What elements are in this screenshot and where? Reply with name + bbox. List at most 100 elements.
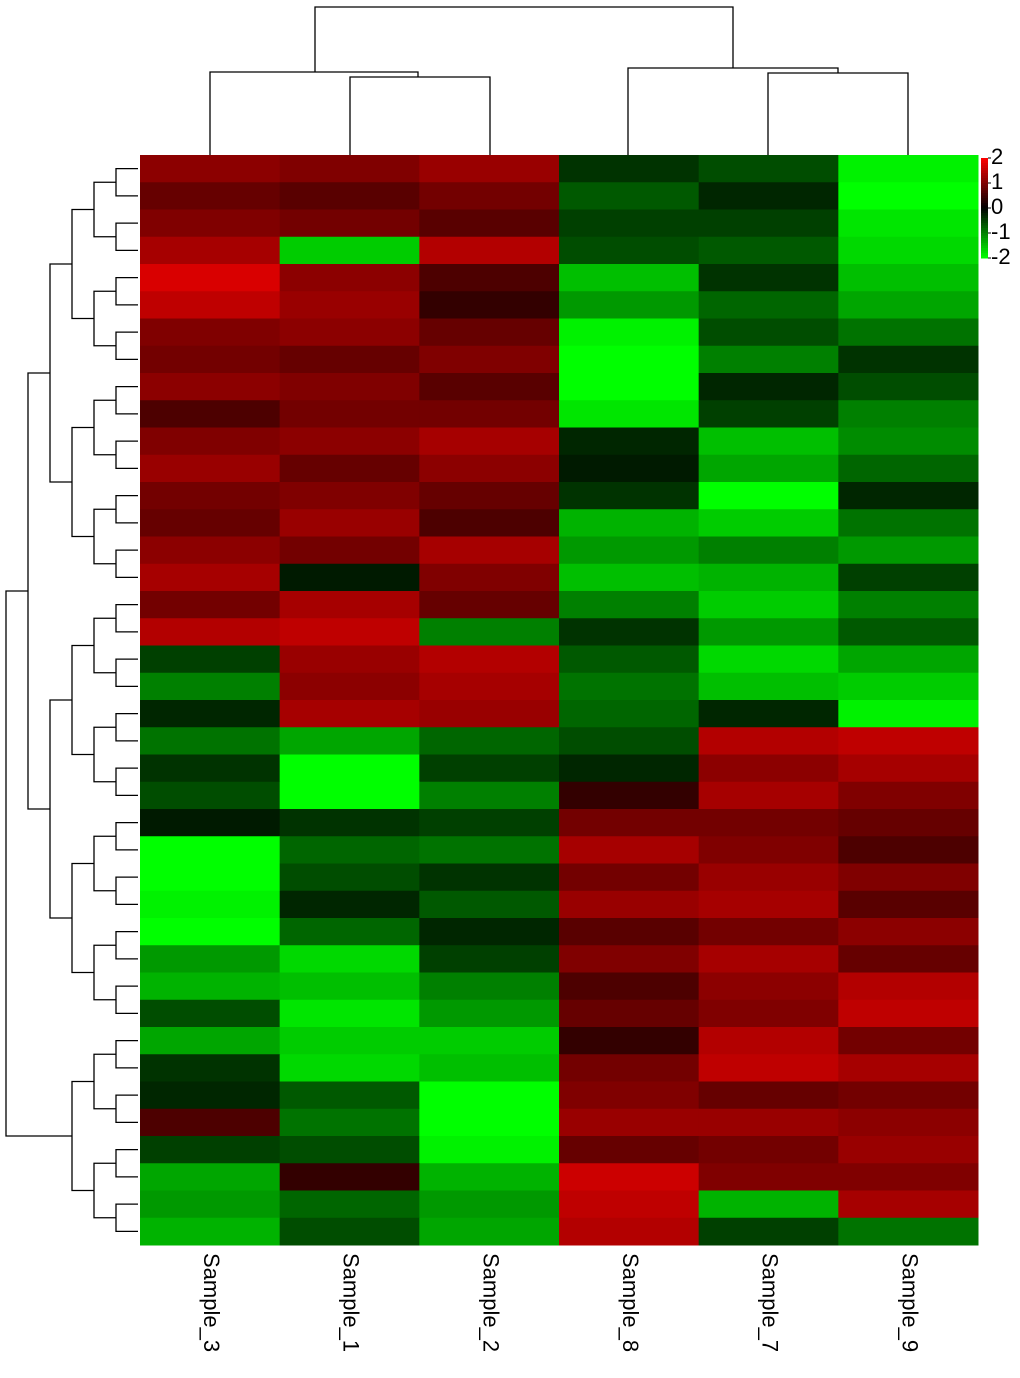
heatmap-cell bbox=[140, 781, 281, 810]
colorbar-tick-label: 0 bbox=[991, 194, 1003, 219]
heatmap-cell bbox=[140, 454, 281, 483]
colorbar-tick-label: 2 bbox=[991, 144, 1003, 169]
heatmap-cell bbox=[698, 264, 839, 292]
dendrogram-branch bbox=[115, 712, 138, 742]
dendrogram-branch bbox=[49, 699, 72, 919]
heatmap-cell bbox=[279, 1217, 420, 1246]
heatmap-cell bbox=[419, 509, 560, 537]
heatmap-cell bbox=[559, 236, 700, 265]
heatmap-cell bbox=[419, 454, 560, 483]
heatmap-cell bbox=[419, 700, 560, 728]
heatmap-cell bbox=[698, 727, 839, 755]
colorbar-tick-label: 1 bbox=[991, 169, 1003, 194]
heatmap-cell bbox=[279, 318, 420, 347]
colorbar-segment bbox=[981, 243, 988, 246]
heatmap-cell bbox=[419, 781, 560, 810]
colorbar-segment bbox=[981, 208, 988, 211]
heatmap-cell bbox=[559, 1163, 700, 1191]
heatmap-cell bbox=[279, 591, 420, 619]
heatmap-cell bbox=[838, 318, 979, 347]
heatmap-cell bbox=[698, 1136, 839, 1164]
heatmap-cell bbox=[419, 563, 560, 592]
heatmap-cell bbox=[279, 945, 420, 973]
heatmap-cell bbox=[140, 890, 281, 919]
heatmap-cell bbox=[698, 454, 839, 483]
heatmap-cell bbox=[419, 836, 560, 864]
heatmap-cell bbox=[698, 890, 839, 919]
heatmap-cell bbox=[559, 1136, 700, 1164]
heatmap-cell bbox=[838, 1190, 979, 1219]
heatmap-cell bbox=[279, 264, 420, 292]
heatmap-cell bbox=[838, 454, 979, 483]
heatmap-cell bbox=[419, 1108, 560, 1137]
heatmap-cell bbox=[140, 1054, 281, 1082]
colorbar-segment bbox=[981, 200, 988, 204]
colorbar-segment bbox=[981, 205, 988, 209]
heatmap-cell bbox=[419, 918, 560, 946]
heatmap-cell bbox=[279, 536, 420, 565]
dendrogram-branch bbox=[71, 862, 94, 974]
heatmap-cell bbox=[559, 427, 700, 456]
dendrogram-branch bbox=[115, 276, 138, 306]
dendrogram-branch bbox=[115, 1203, 138, 1233]
dendrogram-branch bbox=[115, 331, 138, 361]
heatmap-cell bbox=[279, 1108, 420, 1137]
heatmap-cell bbox=[838, 754, 979, 783]
colorbar-segment bbox=[981, 215, 988, 219]
dendrogram-branch bbox=[115, 658, 138, 688]
dendrogram-branch bbox=[71, 1080, 94, 1192]
heatmap-cell bbox=[279, 209, 420, 238]
heatmap-cell bbox=[419, 645, 560, 674]
heatmap-cell bbox=[559, 672, 700, 701]
heatmap-cell bbox=[419, 1081, 560, 1110]
heatmap-cell bbox=[419, 264, 560, 292]
heatmap-cell bbox=[419, 591, 560, 619]
heatmap-cell bbox=[279, 1190, 420, 1219]
heatmap-cell bbox=[140, 509, 281, 537]
heatmap-cell bbox=[559, 945, 700, 973]
colorbar-segment bbox=[981, 175, 988, 179]
heatmap-cell bbox=[279, 155, 420, 183]
heatmap-cell bbox=[838, 972, 979, 1001]
heatmap-cell bbox=[140, 918, 281, 946]
x-tick-label: Sample_3 bbox=[199, 1253, 224, 1352]
heatmap-cell bbox=[698, 618, 839, 646]
heatmap-cell bbox=[419, 672, 560, 701]
heatmap-cell bbox=[838, 890, 979, 919]
colorbar-segment bbox=[981, 225, 988, 229]
heatmap-cell bbox=[838, 863, 979, 892]
heatmap-cell bbox=[140, 482, 281, 510]
heatmap-cell bbox=[419, 890, 560, 919]
heatmap-cell bbox=[140, 999, 281, 1028]
heatmap-cell bbox=[419, 373, 560, 401]
heatmap-cell bbox=[698, 945, 839, 973]
heatmap-cell bbox=[698, 509, 839, 537]
x-tick-label: Sample_2 bbox=[478, 1253, 503, 1352]
heatmap-cell bbox=[419, 999, 560, 1028]
heatmap-cell bbox=[698, 318, 839, 347]
colorbar-segment bbox=[981, 235, 988, 239]
colorbar-segment bbox=[981, 193, 988, 196]
heatmap-cell bbox=[419, 618, 560, 646]
heatmap-cell bbox=[419, 209, 560, 238]
heatmap-cell bbox=[838, 727, 979, 755]
dendrogram-branch bbox=[115, 440, 138, 470]
dendrogram-branch bbox=[5, 590, 72, 1137]
x-tick-label: Sample_9 bbox=[897, 1253, 922, 1352]
heatmap-cell bbox=[559, 836, 700, 864]
heatmap-cell bbox=[140, 345, 281, 374]
dendrogram-branch bbox=[115, 549, 138, 579]
dendrogram-branch bbox=[71, 426, 94, 538]
column-dendrogram bbox=[209, 6, 909, 155]
dendrogram-branch bbox=[93, 399, 116, 456]
heatmap-cell bbox=[279, 700, 420, 728]
colorbar-segment bbox=[981, 230, 988, 234]
heatmap-cell bbox=[279, 890, 420, 919]
heatmap-cell bbox=[698, 1190, 839, 1219]
heatmap-cell bbox=[838, 482, 979, 510]
heatmap-cell bbox=[419, 1217, 560, 1246]
heatmap-cell bbox=[140, 536, 281, 565]
heatmap-cell bbox=[838, 945, 979, 973]
heatmap-cell bbox=[559, 972, 700, 1001]
heatmap-cell bbox=[559, 918, 700, 946]
